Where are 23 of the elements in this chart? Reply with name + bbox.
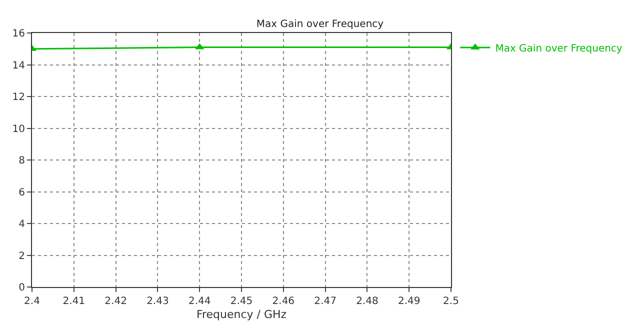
x-tick-label: 2.48 — [356, 296, 378, 307]
y-tick-label: 12 — [12, 92, 25, 103]
y-tick-label: 2 — [18, 250, 25, 262]
y-tick-label: 8 — [18, 156, 25, 166]
x-tick-label: 2.43 — [146, 296, 169, 307]
y-tick-label: 6 — [18, 187, 25, 198]
x-axis-title: Frequency / GHz — [196, 308, 287, 322]
y-tick-label: 16 — [12, 28, 25, 40]
x-tick-label: 2.44 — [188, 296, 211, 307]
x-tick-label: 2.45 — [230, 296, 253, 307]
x-tick-label: 2.42 — [104, 296, 127, 307]
x-tick-label: 2.41 — [62, 296, 86, 307]
x-tick-label: 2.4 — [24, 296, 40, 307]
legend-label: Max Gain over Frequency — [495, 43, 622, 54]
chart-title: Max Gain over Frequency — [256, 18, 384, 30]
y-tick-label: 4 — [18, 219, 25, 230]
x-tick-label: 2.46 — [272, 296, 295, 307]
y-tick-label: 14 — [12, 60, 25, 72]
x-tick-label: 2.49 — [398, 296, 420, 307]
x-tick-label: 2.47 — [314, 296, 336, 307]
x-tick-label: 2.5 — [443, 296, 459, 307]
y-tick-label: 0 — [18, 282, 25, 294]
y-tick-label: 10 — [12, 124, 25, 135]
